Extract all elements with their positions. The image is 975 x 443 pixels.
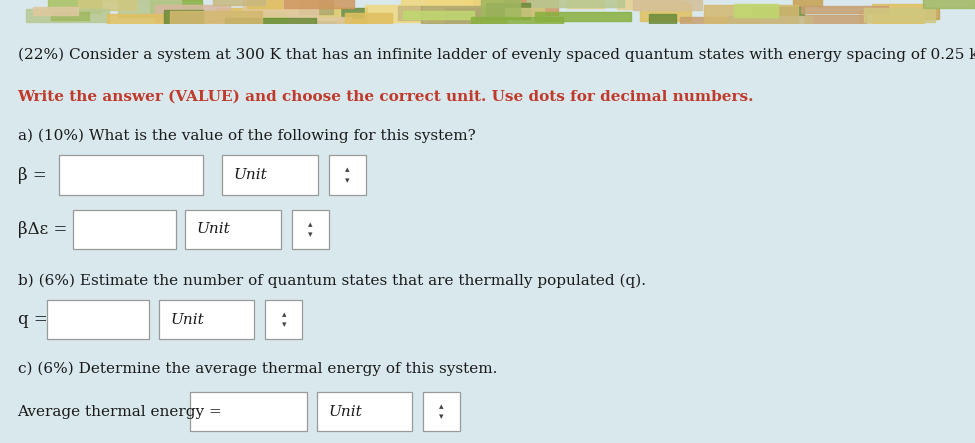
Bar [262,7,339,19]
Bar [285,0,354,8]
Bar [805,15,866,32]
Bar [78,0,136,10]
Bar [704,5,798,24]
Text: βΔε =: βΔε = [18,221,67,238]
Bar [48,0,101,13]
Bar [535,12,632,20]
Bar [225,18,316,25]
Bar [365,5,445,22]
Bar [33,7,78,15]
Text: b) (6%) Estimate the number of quantum states that are thermally populated (q).: b) (6%) Estimate the number of quantum s… [18,273,645,288]
Bar [401,0,472,17]
Text: ▴: ▴ [345,165,349,175]
Bar [313,8,368,27]
Bar [638,1,686,9]
Bar [734,4,777,17]
Bar [247,0,283,8]
Bar [421,6,482,23]
Bar [680,16,759,30]
FancyBboxPatch shape [265,299,302,339]
Bar [527,0,624,7]
FancyBboxPatch shape [47,299,149,339]
Text: q =: q = [18,311,48,328]
Bar [246,6,292,21]
Bar [164,10,203,24]
Text: Unit: Unit [234,168,268,182]
Bar [231,19,284,26]
Bar [922,0,975,8]
Text: ▾: ▾ [282,320,286,329]
FancyBboxPatch shape [58,155,203,195]
Bar [445,8,506,27]
Bar [728,16,812,26]
FancyBboxPatch shape [159,299,254,339]
Text: a) (10%) What is the value of the following for this system?: a) (10%) What is the value of the follow… [18,129,475,144]
Bar [793,0,823,7]
FancyBboxPatch shape [329,155,366,195]
Bar [26,9,109,22]
FancyBboxPatch shape [423,392,460,431]
Bar [860,10,915,28]
Bar [634,0,702,10]
Bar [427,13,485,25]
Bar [426,0,501,9]
Bar [243,0,318,16]
Bar [298,0,332,14]
Text: ▾: ▾ [308,230,312,239]
Bar [889,8,939,19]
FancyBboxPatch shape [73,210,176,249]
FancyBboxPatch shape [185,210,281,249]
Bar [337,19,369,27]
Bar [118,0,181,17]
Bar [345,13,392,27]
Bar [649,14,676,29]
Bar [641,4,690,20]
Bar [872,4,924,23]
Text: Unit: Unit [171,312,205,326]
Bar [752,8,804,15]
Bar [288,17,351,27]
Bar [170,11,262,28]
Text: ▾: ▾ [440,412,444,421]
Bar [865,8,935,22]
Text: ▴: ▴ [308,220,312,229]
Bar [216,8,289,21]
FancyBboxPatch shape [292,210,329,249]
Bar [214,0,264,5]
Text: Write the answer (VALUE) and choose the correct unit. Use dots for decimal numbe: Write the answer (VALUE) and choose the … [18,89,754,103]
Bar [155,5,230,23]
Bar [464,0,559,15]
Bar [617,0,680,9]
Text: Average thermal energy =: Average thermal energy = [18,404,222,419]
Bar [471,17,563,29]
Text: (22%) Consider a system at 300 K that has an infinite ladder of evenly spaced qu: (22%) Consider a system at 300 K that ha… [18,47,975,62]
Bar [481,0,521,18]
Bar [150,0,202,12]
Bar [403,11,474,19]
FancyBboxPatch shape [317,392,412,431]
Bar [237,12,286,25]
Text: Unit: Unit [197,222,231,237]
FancyBboxPatch shape [190,392,307,431]
Bar [800,6,888,13]
Bar [505,8,544,16]
Text: β =: β = [18,167,46,183]
Text: ▾: ▾ [345,176,349,185]
Text: Unit: Unit [329,404,363,419]
Bar [486,3,530,19]
Text: c) (6%) Determine the average thermal energy of this system.: c) (6%) Determine the average thermal en… [18,361,497,376]
Bar [51,12,89,20]
Bar [398,6,421,20]
FancyBboxPatch shape [222,155,318,195]
Bar [106,14,182,25]
Bar [566,0,604,8]
Text: ▴: ▴ [440,402,444,411]
Text: ▴: ▴ [282,310,286,319]
